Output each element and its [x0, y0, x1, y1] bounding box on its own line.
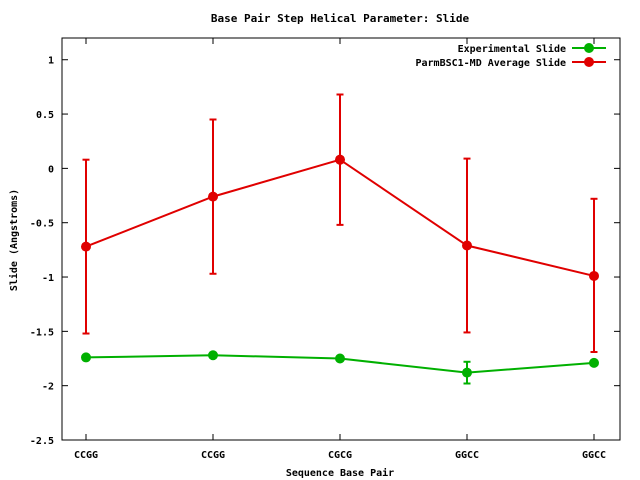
- y-axis-label: Slide (Angstroms): [8, 189, 20, 291]
- x-tick-label: CCGG: [74, 450, 98, 461]
- x-axis-label: Sequence Base Pair: [286, 467, 394, 479]
- y-tick-label: 1: [48, 56, 54, 67]
- legend-swatch-marker: [584, 57, 594, 67]
- legend-label: Experimental Slide: [458, 43, 566, 55]
- axes: [61, 37, 621, 441]
- x-tick-label: GGCC: [582, 450, 606, 461]
- data-point: [335, 154, 345, 165]
- data-point: [462, 367, 472, 378]
- y-tick-label: -0.5: [30, 219, 54, 230]
- data-point: [208, 350, 218, 361]
- y-tick-label: 0: [48, 164, 54, 175]
- y-tick-label: -2.5: [30, 436, 54, 447]
- x-tick-label: CCGG: [201, 450, 225, 461]
- chart-title: Base Pair Step Helical Parameter: Slide: [211, 12, 470, 25]
- legend: Experimental Slide ParmBSC1-MD Average Sl…: [415, 43, 606, 69]
- y-tick-label: 0.5: [36, 110, 54, 121]
- data-point: [462, 240, 472, 251]
- y-tick-label: -2: [42, 382, 54, 393]
- series: [81, 93, 599, 385]
- x-tick-label: GGCC: [455, 450, 479, 461]
- data-point: [81, 241, 91, 252]
- legend-swatch-marker: [584, 43, 594, 53]
- x-ticks: CCGG CCGG CGCG GGCC GGCC: [74, 38, 606, 461]
- y-tick-label: -1.5: [30, 327, 54, 338]
- legend-label: ParmBSC1-MD Average Slide: [415, 57, 566, 69]
- plot-frame: [61, 37, 621, 441]
- data-point: [589, 357, 599, 368]
- series-1: [81, 350, 599, 385]
- data-point: [208, 191, 218, 202]
- data-point: [589, 270, 599, 281]
- series-2: [81, 93, 599, 353]
- x-tick-label: CGCG: [328, 450, 352, 461]
- y-ticks: 1 0.5 0 -0.5 -1 -1.5 -2 -2.5: [30, 56, 620, 447]
- data-point: [81, 352, 91, 363]
- y-tick-label: -1: [42, 273, 54, 284]
- data-point: [335, 353, 345, 364]
